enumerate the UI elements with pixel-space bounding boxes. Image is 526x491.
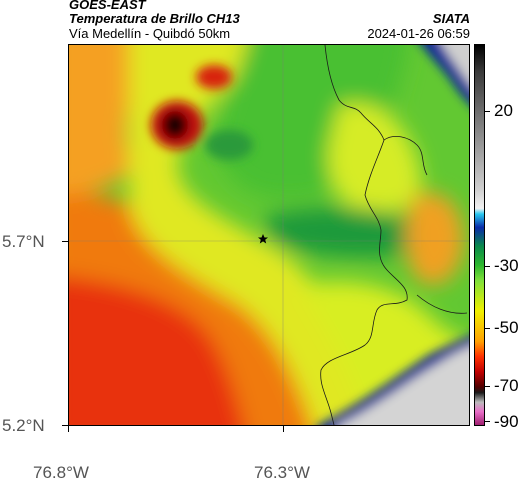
warm-surface-areas (319, 45, 469, 425)
location-marker (258, 234, 268, 244)
red-cloud-north (196, 65, 232, 89)
green-center-band (266, 207, 422, 257)
region-label: Vía Medellín - Quibdó 50km (69, 26, 231, 41)
colorbar-label: -50 (494, 318, 519, 337)
lon-tick (283, 426, 284, 432)
colorbar-tick (485, 421, 490, 422)
colorbar-label: -90 (494, 412, 519, 431)
department-boundaries (320, 45, 468, 425)
lon-label-76.3W: 76.3°W (254, 463, 310, 482)
colorbar-tick (485, 328, 490, 329)
gray-northeast-corner (442, 45, 469, 84)
border-line (416, 294, 468, 314)
lon-tick (68, 426, 69, 432)
orange-east-patch (406, 192, 464, 285)
satellite-label: GOES-EAST (69, 0, 146, 12)
lat-label-5.7N: 5.7°N (2, 232, 45, 251)
colorbar-label: -30 (494, 256, 519, 275)
border-line (383, 135, 428, 176)
organization-label: SIATA (432, 11, 470, 26)
yellow-band (129, 45, 365, 425)
colorbar-tick (485, 386, 490, 387)
colorbar-label: 20 (494, 101, 513, 120)
satellite-map[interactable] (68, 44, 470, 426)
lat-label-5.2N: 5.2°N (2, 416, 45, 435)
colorbar-label: -70 (494, 376, 519, 395)
yellow-center-east (328, 103, 422, 215)
colorbar-tick (485, 266, 490, 267)
brightness-temperature-field (69, 45, 469, 425)
orange-northwest-region (69, 45, 132, 195)
colorbar-tick (485, 111, 490, 112)
lat-tick (62, 425, 68, 426)
temperature-regions (69, 45, 469, 425)
cold-cloud-center (162, 111, 188, 139)
star-icon (258, 234, 268, 244)
green-dark-patch (205, 130, 253, 160)
temperature-colorbar (474, 44, 485, 426)
graticule (69, 45, 469, 425)
product-title: Temperatura de Brillo CH13 (69, 11, 240, 26)
timestamp: 2024-01-26 06:59 (367, 26, 470, 41)
lat-tick (62, 241, 68, 242)
border-line (320, 45, 408, 425)
cloud-features (151, 65, 253, 160)
gray-southeast-corner (339, 346, 469, 425)
lon-label-76.8W: 76.8°W (33, 463, 89, 482)
hot-southwest-region (69, 277, 244, 425)
